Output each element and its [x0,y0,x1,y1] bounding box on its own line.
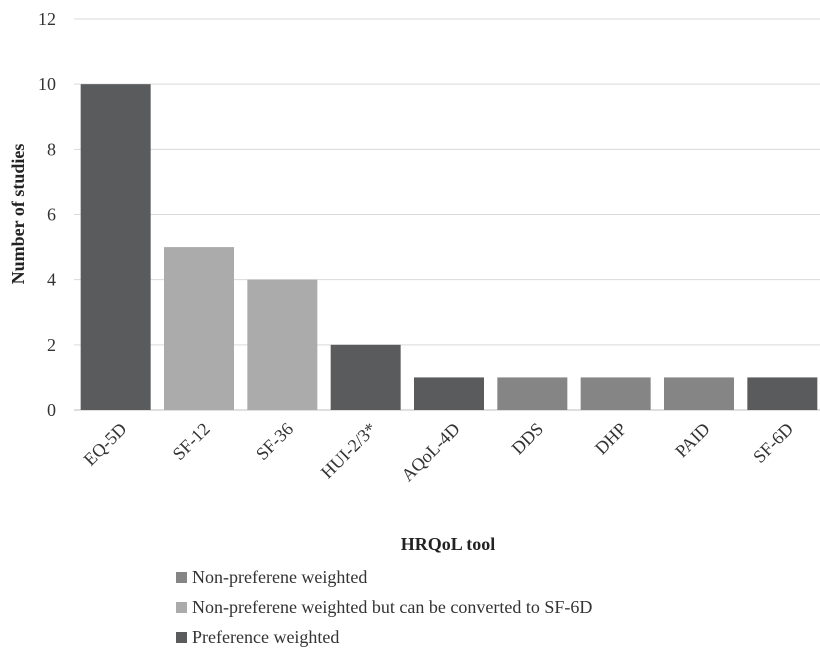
bar-sf-6d [747,377,818,410]
x-tick-label: SF-12 [169,419,214,464]
y-tick-label: 12 [38,9,56,29]
bar-chart: 0 2 4 6 8 10 12 EQ-5D SF-12 SF-36 HUI-2/3* AQoL-4D… [8,9,820,554]
bars [80,84,818,411]
bar-eq-5d [80,84,151,411]
x-tick-label: DDS [508,419,548,459]
x-tick-label: SF-6D [749,419,797,467]
y-tick-label: 4 [47,270,56,290]
x-tick-label: HUI-2/3* [317,419,381,483]
x-tick-label: AQoL-4D [397,419,463,485]
legend: Non-preferene weighted Non-preferene weig… [176,562,592,652]
x-tick-label: PAID [671,419,714,462]
bar-sf-12 [164,247,234,410]
x-axis-title: HRQoL tool [401,534,496,554]
bar-dhp [580,377,651,410]
legend-item: Non-preferene weighted but can be conver… [176,592,592,622]
y-tick-label: 0 [47,400,56,420]
x-tick-labels: EQ-5D SF-12 SF-36 HUI-2/3* AQoL-4D DDS DHP PAID… [80,419,798,485]
y-tick-label: 10 [38,74,56,94]
x-tick-label: SF-36 [252,419,297,464]
legend-label: Non-preferene weighted [192,566,368,587]
legend-swatch [176,601,187,613]
bar-hui-2-3 [330,344,401,410]
bar-paid [664,377,734,410]
bar-dds [497,377,568,410]
x-tick-label: DHP [591,419,631,459]
legend-swatch [176,571,187,583]
y-tick-label: 8 [47,139,56,159]
legend-swatch [176,631,187,643]
bar-aqol-4d [414,377,484,410]
legend-item: Non-preferene weighted [176,562,592,592]
legend-item: Preference weighted [176,622,592,652]
y-tick-label: 2 [47,335,56,355]
legend-label: Non-preferene weighted but can be conver… [192,596,593,617]
y-tick-label: 6 [47,205,56,225]
x-tick-label: EQ-5D [80,419,131,470]
bar-sf-36 [247,279,318,410]
y-axis-title: Number of studies [8,144,28,285]
y-tick-labels: 0 2 4 6 8 10 12 [38,9,56,420]
legend-label: Preference weighted [192,626,340,647]
